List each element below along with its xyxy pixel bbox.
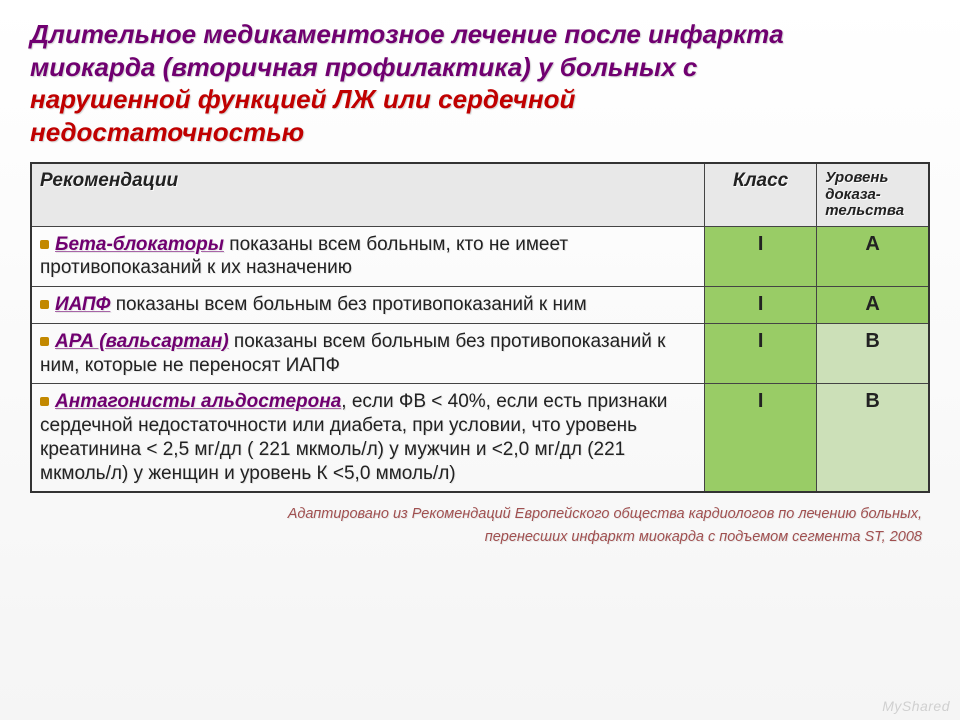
class-cell: I [705, 384, 817, 493]
recommendations-table: Рекомендации Класс Уровень доказа-тельст… [30, 162, 930, 493]
recommendation-cell: АРА (вальсартан) показаны всем больным б… [31, 323, 705, 384]
title-line2: миокарда (вторичная профилактика) у боль… [30, 52, 697, 82]
class-cell: I [705, 323, 817, 384]
bullet-icon [40, 300, 49, 309]
title-line4: недостаточностью [30, 117, 304, 147]
header-class: Класс [705, 163, 817, 226]
table-row: Антагонисты альдостерона, если ФВ < 40%,… [31, 384, 929, 493]
drug-name: Бета-блокаторы [55, 234, 224, 255]
table-header-row: Рекомендации Класс Уровень доказа-тельст… [31, 163, 929, 226]
class-cell: I [705, 287, 817, 324]
title-line3: нарушенной функцией ЛЖ или сердечной [30, 84, 575, 114]
level-cell: A [817, 287, 929, 324]
recommendation-cell: Бета-блокаторы показаны всем больным, кт… [31, 226, 705, 287]
drug-name: ИАПФ [55, 294, 110, 315]
table-row: ИАПФ показаны всем больным без противопо… [31, 287, 929, 324]
table-row: АРА (вальсартан) показаны всем больным б… [31, 323, 929, 384]
title-line1: Длительное медикаментозное лечение после… [30, 19, 784, 49]
slide-title: Длительное медикаментозное лечение после… [30, 18, 930, 148]
recommendation-cell: ИАПФ показаны всем больным без противопо… [31, 287, 705, 324]
table-row: Бета-блокаторы показаны всем больным, кт… [31, 226, 929, 287]
drug-name: Антагонисты альдостерона [55, 391, 341, 412]
watermark: MyShared [882, 698, 950, 714]
drug-name: АРА (вальсартан) [55, 331, 229, 352]
citation-line2: перенесших инфаркт миокарда с подъемом с… [485, 529, 922, 545]
bullet-icon [40, 397, 49, 406]
level-cell: B [817, 323, 929, 384]
recommendation-text: показаны всем больным без противопоказан… [110, 294, 586, 315]
header-recommendations: Рекомендации [31, 163, 705, 226]
bullet-icon [40, 337, 49, 346]
class-cell: I [705, 226, 817, 287]
citation: Адаптировано из Рекомендаций Европейског… [30, 503, 930, 549]
recommendation-cell: Антагонисты альдостерона, если ФВ < 40%,… [31, 384, 705, 493]
level-cell: A [817, 226, 929, 287]
bullet-icon [40, 240, 49, 249]
header-evidence-level: Уровень доказа-тельства [817, 163, 929, 226]
level-cell: B [817, 384, 929, 493]
citation-line1: Адаптировано из Рекомендаций Европейског… [288, 506, 922, 522]
